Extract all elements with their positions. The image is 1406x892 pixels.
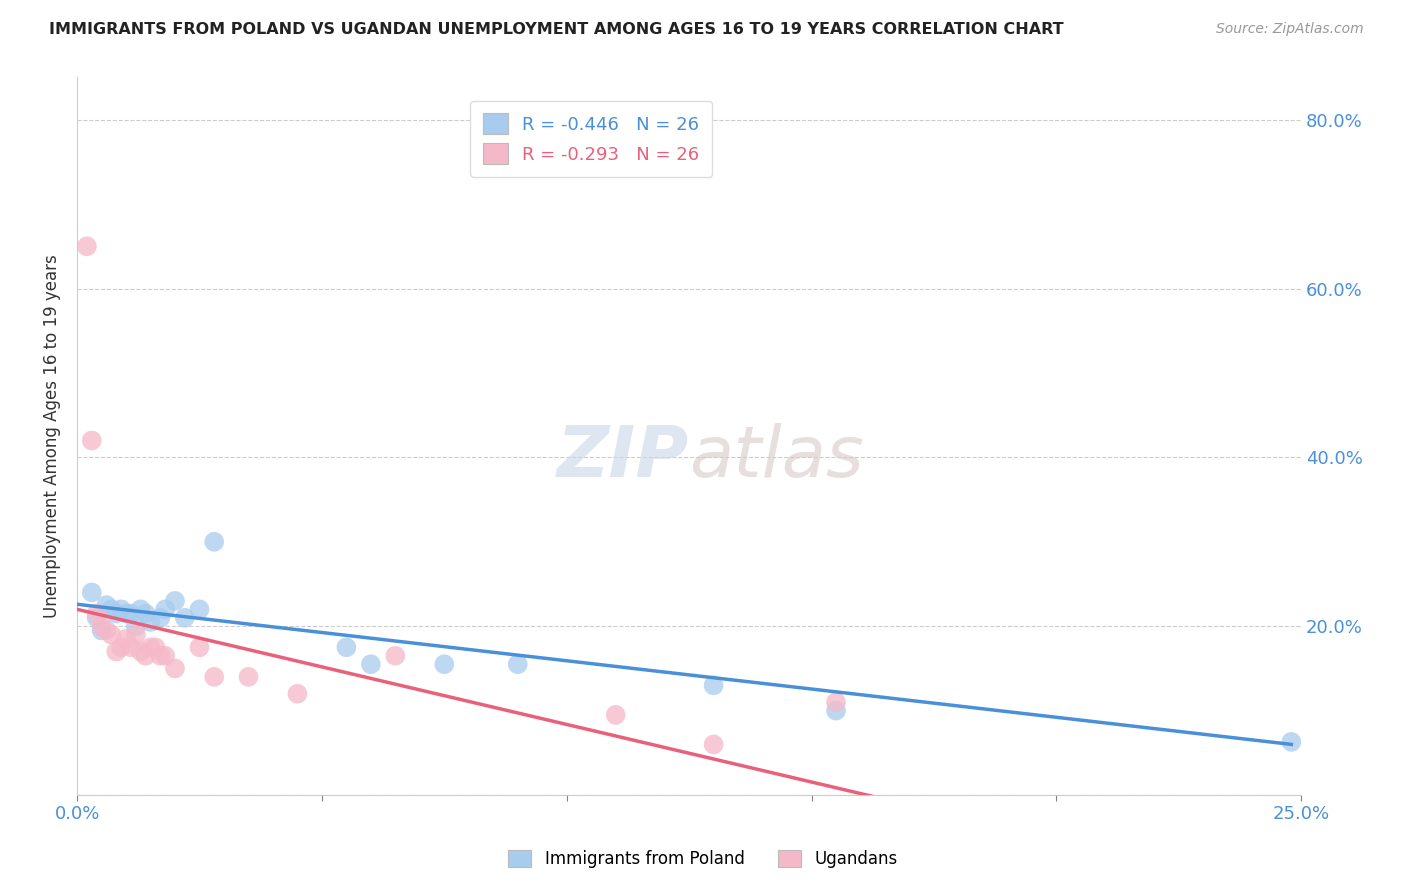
Point <box>90 624 112 638</box>
Point <box>120 607 142 621</box>
Text: IMMIGRANTS FROM POLAND VS UGANDAN UNEMPLOYMENT AMONG AGES 16 TO 19 YEARS CORRELA: IMMIGRANTS FROM POLAND VS UGANDAN UNEMPL… <box>49 22 1064 37</box>
Point <box>129 644 152 658</box>
Point <box>605 707 627 722</box>
Point <box>360 657 382 672</box>
Legend: Immigrants from Poland, Ugandans: Immigrants from Poland, Ugandans <box>502 843 904 875</box>
Point <box>125 627 148 641</box>
Point <box>125 619 148 633</box>
Point <box>287 687 309 701</box>
Point <box>139 640 162 655</box>
Point <box>135 648 157 663</box>
Point <box>96 598 118 612</box>
Point <box>86 607 108 621</box>
Point <box>80 585 103 599</box>
Point <box>105 644 128 658</box>
Point <box>100 627 122 641</box>
Point <box>76 239 98 253</box>
Point <box>506 657 529 672</box>
Point <box>202 534 225 549</box>
Point <box>96 624 118 638</box>
Point <box>110 602 132 616</box>
Point <box>433 657 456 672</box>
Point <box>173 611 195 625</box>
Point <box>90 619 112 633</box>
Point <box>163 661 186 675</box>
Point <box>145 640 167 655</box>
Point <box>115 607 138 621</box>
Y-axis label: Unemployment Among Ages 16 to 19 years: Unemployment Among Ages 16 to 19 years <box>44 254 60 618</box>
Point <box>110 640 132 655</box>
Point <box>120 640 142 655</box>
Legend: R = -0.446   N = 26, R = -0.293   N = 26: R = -0.446 N = 26, R = -0.293 N = 26 <box>470 101 713 177</box>
Point <box>155 602 177 616</box>
Point <box>135 607 157 621</box>
Point <box>384 648 406 663</box>
Point <box>100 602 122 616</box>
Point <box>188 602 211 616</box>
Point <box>86 611 108 625</box>
Point <box>149 648 172 663</box>
Text: ZIP: ZIP <box>557 424 689 492</box>
Point <box>202 670 225 684</box>
Point <box>238 670 260 684</box>
Point <box>1279 735 1302 749</box>
Point <box>105 607 128 621</box>
Point <box>80 434 103 448</box>
Point <box>703 738 725 752</box>
Point <box>115 632 138 646</box>
Point <box>703 678 725 692</box>
Text: Source: ZipAtlas.com: Source: ZipAtlas.com <box>1216 22 1364 37</box>
Point <box>163 594 186 608</box>
Point <box>335 640 357 655</box>
Point <box>139 615 162 629</box>
Point <box>825 695 848 709</box>
Point <box>825 704 848 718</box>
Point <box>188 640 211 655</box>
Point <box>129 602 152 616</box>
Text: atlas: atlas <box>689 424 863 492</box>
Point <box>155 648 177 663</box>
Point <box>149 611 172 625</box>
